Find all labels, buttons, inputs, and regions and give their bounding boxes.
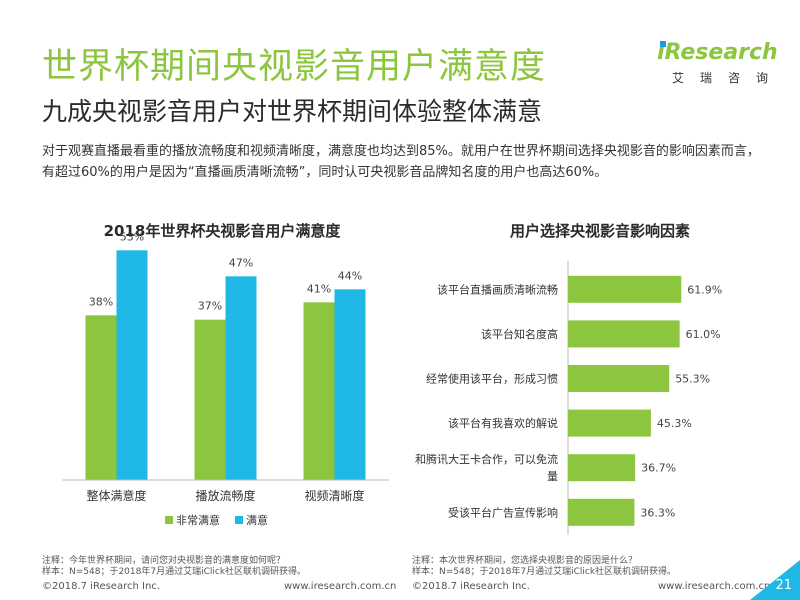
- bar-satisfied-1: [225, 276, 257, 480]
- chart2-note-line2: 样本：N=548；于2018年7月通过艾瑞iClick社区联机调研获得。: [412, 567, 677, 577]
- footer-copyright-left: ©2018.7 iResearch Inc.: [42, 581, 160, 592]
- legend-swatch-1: [235, 516, 243, 524]
- factor-label-4-line0: 和腾讯大王卡合作，可以免流: [415, 452, 558, 466]
- iresearch-logo: iResearch: [657, 40, 778, 65]
- factor-label-1: 该平台知名度高: [481, 327, 558, 341]
- chart2-note: 注释：本次世界杯期间，您选择央视影音的原因是什么？ 样本：N=548；于2018…: [412, 556, 676, 578]
- factor-bar-1: [568, 320, 680, 348]
- bar-label-satisfied-2: 44%: [338, 269, 362, 282]
- bar-satisfied-2: [334, 289, 366, 480]
- logo-dot-icon: [660, 41, 666, 47]
- factor-bar-5: [568, 498, 635, 526]
- legend-label-0: 非常满意: [176, 513, 220, 527]
- factor-label-5: 受该平台广告宣传影响: [448, 505, 558, 519]
- factor-value-5: 36.3%: [640, 506, 675, 519]
- factor-value-3: 45.3%: [657, 417, 692, 430]
- page-title: 世界杯期间央视影音用户满意度: [42, 47, 547, 87]
- chart2-title: 用户选择央视影音影响因素: [509, 222, 690, 240]
- footer-url-left[interactable]: www.iresearch.com.cn: [284, 581, 397, 592]
- factor-label-2: 经常使用该平台，形成习惯: [426, 372, 558, 386]
- bar-label-very-satisfied-2: 41%: [307, 282, 331, 295]
- logo-chinese-name: 艾瑞咨询: [672, 71, 785, 85]
- chart1-note-line1: 注释：今年世界杯期间，请问您对央视影音的满意度如何呢？: [42, 556, 286, 566]
- page-subtitle: 九成央视影音用户对世界杯期间体验整体满意: [42, 97, 543, 126]
- bar-very-satisfied-0: [85, 315, 117, 480]
- bar-satisfied-0: [116, 250, 148, 480]
- x-tick-label-1: 播放流畅度: [195, 488, 255, 503]
- x-tick-label-2: 视频清晰度: [304, 488, 364, 503]
- factor-label-0: 该平台直播画质清晰流畅: [437, 282, 558, 296]
- factor-bar-0: [568, 275, 682, 303]
- bar-label-very-satisfied-0: 38%: [89, 295, 113, 308]
- chart1-note-line2: 样本：N=548；于2018年7月通过艾瑞iClick社区联机调研获得。: [42, 567, 307, 577]
- bar-very-satisfied-1: [194, 319, 226, 480]
- chart1-note: 注释：今年世界杯期间，请问您对央视影音的满意度如何呢？ 样本：N=548；于20…: [42, 556, 306, 578]
- factor-value-2: 55.3%: [675, 373, 710, 386]
- bar-very-satisfied-2: [303, 302, 335, 480]
- bar-label-very-satisfied-1: 37%: [198, 300, 222, 313]
- x-tick-label-0: 整体满意度: [86, 488, 146, 503]
- factor-value-1: 61.0%: [686, 328, 721, 341]
- footer-url-right[interactable]: www.iresearch.com.cn: [658, 581, 771, 592]
- factor-label-4-line1: 量: [547, 470, 558, 483]
- chart2-note-line1: 注释：本次世界杯期间，您选择央视影音的原因是什么？: [412, 556, 638, 566]
- factor-label-3: 该平台有我喜欢的解说: [448, 416, 558, 430]
- factor-bar-2: [568, 365, 670, 392]
- bar-label-satisfied-0: 53%: [120, 230, 144, 243]
- factor-value-4: 36.7%: [641, 462, 676, 475]
- factor-bar-4: [568, 454, 636, 482]
- footer-copyright-right: ©2018.7 iResearch Inc.: [412, 581, 530, 592]
- corner-triangle: [750, 560, 800, 600]
- bar-label-satisfied-1: 47%: [229, 256, 253, 269]
- legend-label-1: 满意: [246, 513, 268, 527]
- description-text: 对于观赛直播最看重的播放流畅度和视频清晰度，满意度也均达到85%。就用户在世界杯…: [42, 144, 760, 180]
- chart1-title: 2018年世界杯央视影音用户满意度: [103, 222, 341, 240]
- legend-swatch-0: [165, 516, 173, 524]
- factor-bar-3: [568, 409, 651, 437]
- page-number: 21: [775, 578, 792, 593]
- factor-value-0: 61.9%: [687, 283, 722, 296]
